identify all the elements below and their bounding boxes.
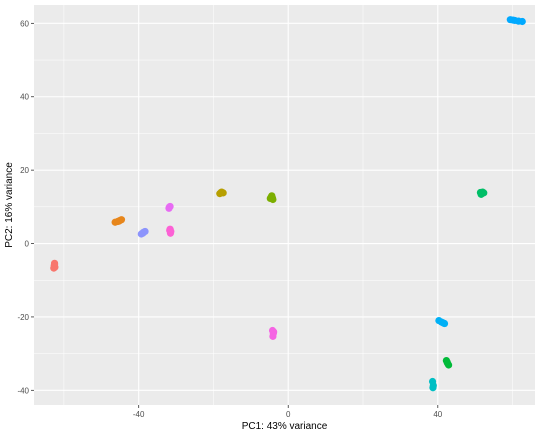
x-tick-label: -40 (133, 410, 145, 419)
data-point (166, 226, 174, 234)
major-gridlines (34, 5, 535, 405)
data-point (480, 189, 488, 197)
data-point (165, 203, 173, 211)
data-point (270, 328, 278, 336)
minor-gridlines (34, 5, 535, 405)
data-point (518, 17, 526, 26)
data-point (115, 217, 123, 225)
data-point (429, 384, 437, 392)
data-point (439, 319, 447, 327)
data-point (509, 16, 517, 24)
y-tick-label: 60 (20, 19, 29, 28)
x-axis-ticks: -40 0 40 (133, 405, 443, 419)
y-axis-title: PC2: 16% variance (4, 162, 15, 248)
x-tick-label: 0 (286, 410, 291, 419)
y-tick-label: -20 (17, 313, 29, 322)
x-tick-label: 40 (433, 410, 442, 419)
data-point (217, 188, 225, 197)
data-point (50, 259, 59, 267)
y-tick-label: 0 (25, 240, 30, 249)
data-point (443, 358, 451, 366)
data-points (50, 16, 526, 392)
y-tick-label: -40 (17, 386, 29, 395)
data-point (268, 194, 277, 202)
x-axis-title: PC1: 43% variance (242, 421, 328, 432)
y-tick-label: 20 (20, 166, 29, 175)
data-point (139, 229, 147, 237)
plot-panel (34, 5, 535, 405)
y-tick-label: 40 (20, 93, 29, 102)
y-axis-ticks: -40 -20 0 20 40 60 (17, 19, 34, 395)
